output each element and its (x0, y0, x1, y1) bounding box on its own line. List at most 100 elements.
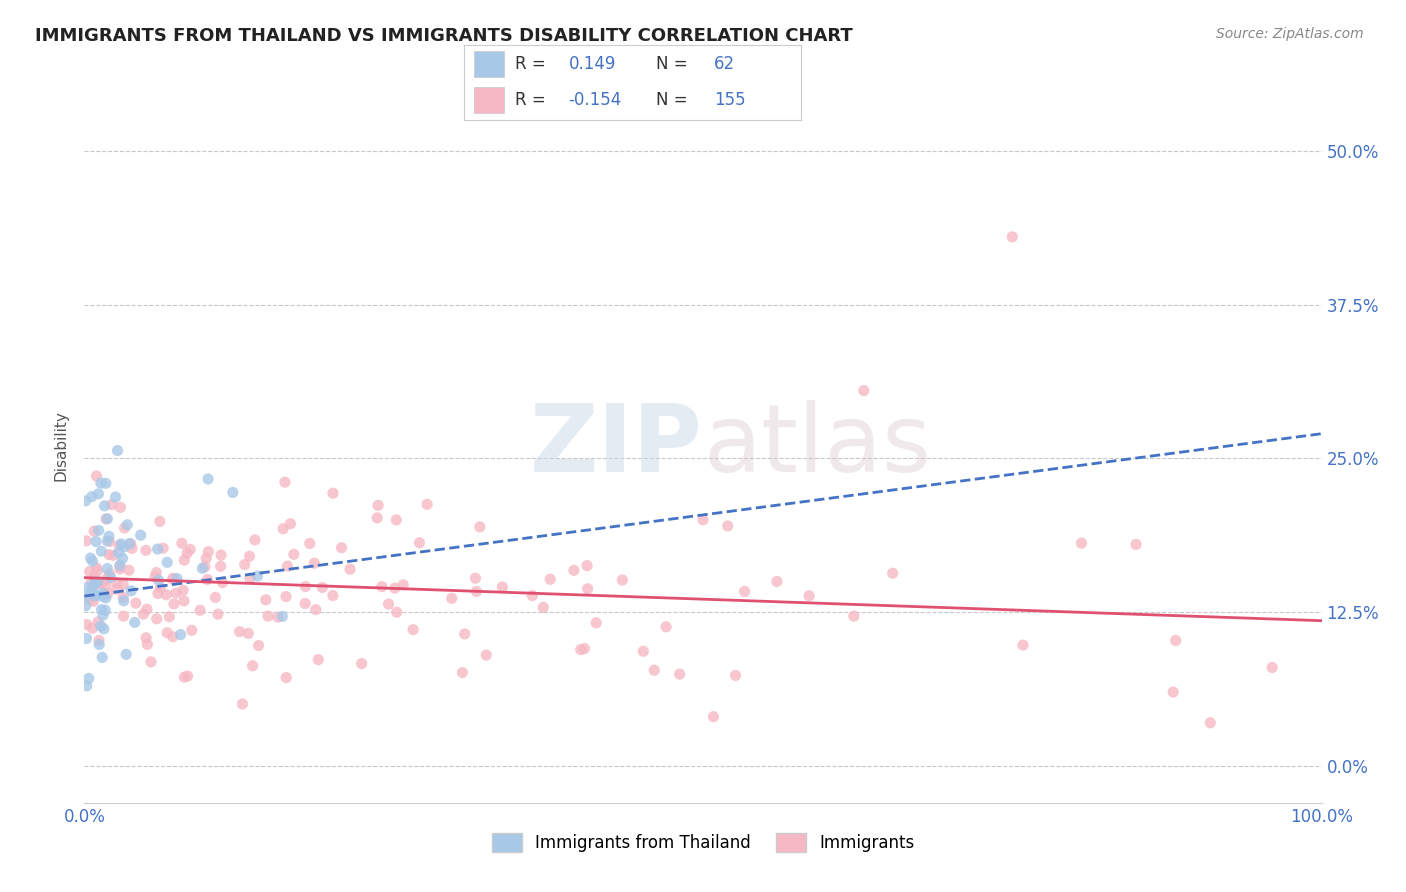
Point (585, 615, 607, 630)
Point (274, 590, 297, 604)
Point (169, 627, 191, 641)
Point (114, 521, 136, 535)
Text: 62: 62 (714, 55, 735, 73)
Point (162, 572, 184, 586)
Point (274, 475, 297, 490)
Point (322, 486, 344, 500)
Point (76, 589, 98, 603)
Point (80, 574, 103, 589)
Text: N =: N = (657, 91, 693, 109)
Point (209, 559, 232, 574)
Point (75, 599, 97, 613)
Point (176, 669, 198, 683)
Point (108, 562, 131, 576)
Point (522, 589, 544, 603)
Point (98, 534, 121, 549)
Point (112, 594, 135, 608)
Point (280, 516, 302, 531)
Point (385, 513, 408, 527)
Point (80, 490, 103, 504)
Point (83, 569, 105, 583)
Point (86, 564, 108, 578)
Point (1261, 660, 1284, 674)
Point (145, 566, 167, 580)
Point (87, 615, 110, 629)
Point (350, 657, 373, 671)
Point (156, 555, 179, 569)
Point (454, 627, 477, 641)
Point (100, 498, 122, 512)
Point (105, 576, 128, 591)
Text: 0.149: 0.149 (568, 55, 616, 73)
Point (111, 551, 134, 566)
Point (146, 586, 169, 600)
Point (243, 533, 266, 547)
Text: N =: N = (657, 55, 693, 73)
Text: ZIP: ZIP (530, 400, 703, 492)
Point (90, 544, 112, 558)
Point (90, 619, 112, 633)
Point (1070, 536, 1092, 550)
Point (117, 517, 139, 532)
Point (83, 589, 105, 603)
Point (93, 590, 115, 604)
Point (87, 574, 110, 589)
Point (112, 591, 135, 605)
Point (724, 668, 747, 682)
Point (692, 513, 714, 527)
Point (402, 623, 425, 637)
Text: 155: 155 (714, 91, 745, 109)
FancyBboxPatch shape (474, 52, 505, 78)
Point (717, 519, 740, 533)
Point (75, 533, 97, 548)
Point (165, 586, 187, 600)
Point (322, 589, 344, 603)
Point (93, 499, 115, 513)
Point (222, 485, 245, 500)
Point (143, 570, 166, 584)
Point (112, 540, 135, 554)
Point (94, 579, 117, 593)
Point (170, 536, 193, 550)
Point (294, 580, 316, 594)
Point (91, 650, 114, 665)
Point (576, 558, 599, 573)
Point (135, 543, 157, 558)
Point (110, 559, 132, 574)
Point (367, 499, 389, 513)
Point (83, 524, 105, 539)
Point (612, 573, 634, 587)
Point (468, 520, 491, 534)
Point (107, 545, 129, 559)
Point (90, 602, 112, 616)
Point (97, 529, 120, 543)
Point (311, 581, 333, 595)
Point (188, 603, 211, 617)
Point (148, 574, 170, 588)
Point (305, 602, 328, 616)
Point (569, 642, 592, 657)
Point (173, 553, 195, 567)
Point (242, 658, 264, 673)
Point (166, 572, 188, 586)
Point (162, 571, 184, 585)
Point (228, 624, 250, 639)
Point (82, 580, 104, 594)
Point (882, 566, 904, 581)
Point (87, 524, 110, 538)
Point (90, 476, 112, 491)
Point (1012, 638, 1035, 652)
Text: -0.154: -0.154 (568, 91, 621, 109)
Point (98, 548, 121, 562)
Point (655, 620, 678, 634)
Point (246, 569, 269, 583)
Point (100, 570, 122, 584)
Point (574, 641, 596, 656)
Point (233, 558, 256, 572)
Point (124, 615, 146, 630)
Point (155, 588, 177, 602)
Point (163, 597, 186, 611)
Point (146, 541, 169, 556)
Point (135, 631, 157, 645)
Point (254, 592, 277, 607)
